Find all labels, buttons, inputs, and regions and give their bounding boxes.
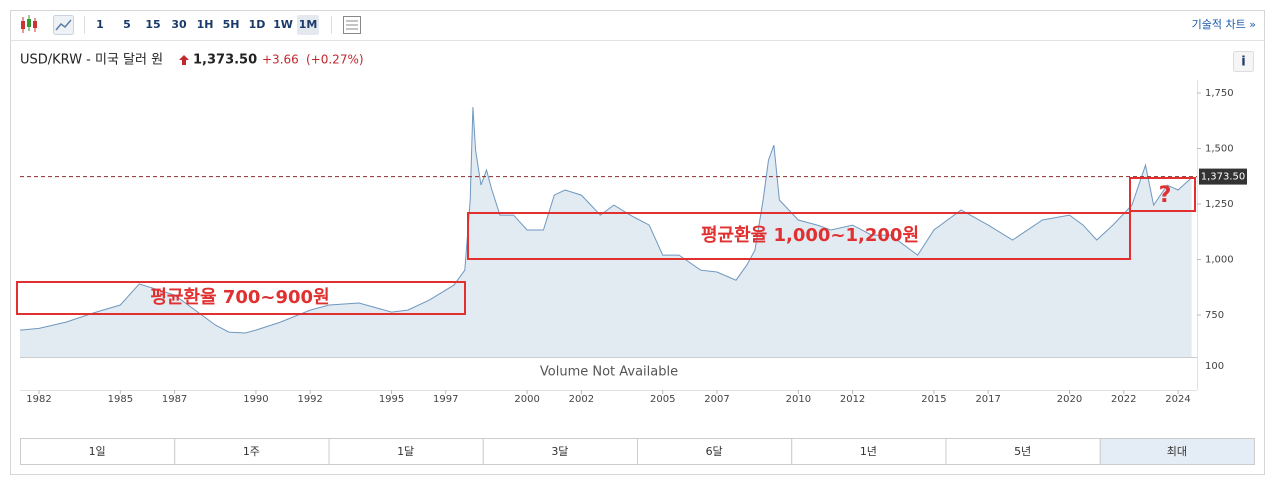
interval-button[interactable]: 1 (96, 18, 104, 31)
volume-tick-label: 100 (1205, 361, 1224, 372)
price: 1,373.50 (193, 53, 257, 68)
y-tick-label: 1,250 (1205, 199, 1234, 210)
range-label: 3달 (551, 445, 568, 458)
reference-label: 1,373.50 (1201, 172, 1246, 183)
x-tick-label: 2015 (921, 394, 946, 405)
interval-button[interactable]: 1H (197, 18, 214, 31)
y-tick-label: 1,000 (1205, 255, 1234, 266)
range-label: 5년 (1014, 445, 1031, 458)
range-button[interactable] (482, 438, 638, 465)
x-tick-label: 2022 (1111, 394, 1136, 405)
interval-button[interactable]: 1W (273, 18, 293, 31)
x-tick-label: 2020 (1057, 394, 1082, 405)
y-tick-label: 1,500 (1205, 144, 1234, 155)
reference-badge (1199, 168, 1247, 185)
up-arrow (179, 55, 189, 65)
active-interval (297, 15, 319, 35)
interval-button[interactable]: 1M (299, 18, 318, 31)
interval-button[interactable]: 5 (123, 18, 131, 31)
x-tick-label: 2010 (786, 394, 811, 405)
annotation-text: 평균환율 1,000~1,200원 (701, 224, 919, 246)
range-label: 6달 (706, 445, 723, 458)
x-tick-label: 2005 (650, 394, 675, 405)
info-label: i (1241, 55, 1245, 70)
annotation-box (16, 281, 466, 315)
technical-chart-link[interactable]: 기술적 차트 » (1192, 18, 1256, 31)
x-tick-label: 1982 (26, 394, 51, 405)
interval-button[interactable]: 30 (171, 18, 187, 31)
annotation-box (1129, 177, 1196, 212)
range-button[interactable] (1099, 438, 1255, 465)
range-button[interactable] (637, 438, 793, 465)
annotation-box (467, 212, 1131, 260)
x-tick-label: 1992 (297, 394, 322, 405)
candle-icon[interactable] (21, 15, 37, 33)
x-tick-label: 2012 (840, 394, 865, 405)
range-label: 1년 (860, 445, 877, 458)
annotation-text: ? (1159, 183, 1172, 208)
x-tick-label: 2002 (569, 394, 594, 405)
range-label: 1주 (243, 445, 260, 458)
icon-part (21, 21, 25, 29)
price-line (19, 107, 1192, 334)
price-change: +3.66 (262, 53, 299, 67)
price-change-pct: (+0.27%) (306, 53, 364, 67)
icon-part (27, 19, 31, 27)
icon-part (55, 19, 72, 31)
range-button[interactable] (945, 438, 1101, 465)
x-tick-label: 2017 (975, 394, 1000, 405)
x-tick-label: 1990 (243, 394, 268, 405)
icon-part (33, 21, 37, 28)
interval-button[interactable]: 5H (223, 18, 240, 31)
interval-button[interactable]: 1D (249, 18, 266, 31)
area-fill (20, 107, 1192, 357)
volume-label: Volume Not Available (540, 365, 678, 380)
range-button[interactable] (791, 438, 947, 465)
annotation-text: 평균환율 700~900원 (150, 286, 329, 308)
range-label: 1일 (89, 444, 106, 458)
y-tick-label: 1,750 (1205, 88, 1234, 99)
x-tick-label: 1997 (433, 394, 458, 405)
x-tick-label: 2007 (704, 394, 729, 405)
x-tick-label: 2024 (1165, 394, 1190, 405)
range-label: 최대 (1167, 445, 1187, 458)
x-tick-label: 1985 (108, 394, 133, 405)
range-label: 1달 (397, 445, 414, 458)
info-button[interactable] (1233, 51, 1254, 72)
y-tick-label: 750 (1205, 310, 1224, 321)
x-tick-label: 1987 (162, 394, 187, 405)
symbol: USD/KRW - 미국 달러 원 (20, 53, 163, 68)
x-tick-label: 1995 (379, 394, 404, 405)
interval-button[interactable]: 15 (145, 18, 160, 31)
x-tick-label: 2000 (514, 394, 539, 405)
